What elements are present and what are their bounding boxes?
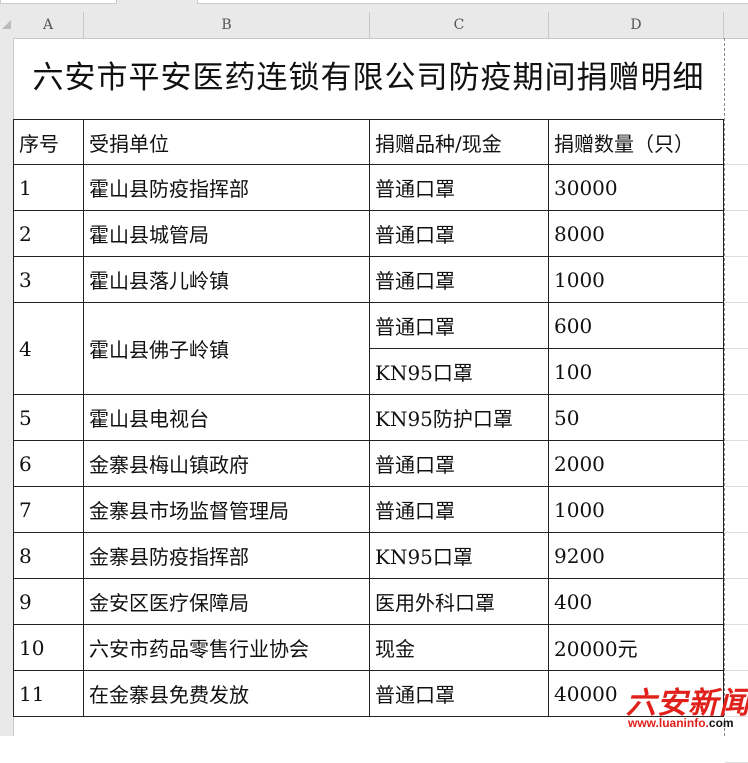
cell-item[interactable]: 医用外科口罩 bbox=[370, 579, 549, 625]
gridline bbox=[725, 256, 748, 257]
gridline bbox=[725, 716, 748, 717]
column-header-bar: A B C D bbox=[0, 0, 748, 39]
gridline bbox=[725, 670, 748, 671]
column-header-a[interactable]: A bbox=[13, 12, 84, 38]
cell-qty[interactable]: 30000 bbox=[549, 165, 724, 211]
cell-item[interactable]: KN95口罩 bbox=[370, 533, 549, 579]
cell-unit[interactable]: 金寨县梅山镇政府 bbox=[84, 441, 370, 487]
cell-unit[interactable]: 霍山县防疫指挥部 bbox=[84, 165, 370, 211]
cell-item[interactable]: 现金 bbox=[370, 625, 549, 671]
cell-unit[interactable]: 金寨县市场监督管理局 bbox=[84, 487, 370, 533]
gridline bbox=[725, 578, 748, 579]
cell-item[interactable]: KN95防护口罩 bbox=[370, 395, 549, 441]
cell-qty[interactable]: 8000 bbox=[549, 211, 724, 257]
cell-index[interactable]: 4 bbox=[13, 303, 84, 395]
sheet-title[interactable]: 六安市平安医药连锁有限公司防疫期间捐赠明细 bbox=[32, 60, 705, 96]
cell-unit[interactable]: 金安区医疗保障局 bbox=[84, 579, 370, 625]
cell-index[interactable]: 3 bbox=[13, 257, 84, 303]
cell-index[interactable]: 1 bbox=[13, 165, 84, 211]
cell-qty[interactable]: 400 bbox=[549, 579, 724, 625]
page-break-line bbox=[724, 38, 725, 736]
formula-bar[interactable] bbox=[197, 0, 748, 4]
column-header-d[interactable]: D bbox=[549, 12, 724, 38]
cell-item[interactable]: 普通口罩 bbox=[370, 165, 549, 211]
cell-item[interactable]: 普通口罩 bbox=[370, 257, 549, 303]
cell-item[interactable]: KN95口罩 bbox=[370, 349, 549, 395]
gridline bbox=[725, 624, 748, 625]
cell-qty[interactable]: 2000 bbox=[549, 441, 724, 487]
cell-qty[interactable]: 9200 bbox=[549, 533, 724, 579]
watermark-logo: 六安新闻网 bbox=[626, 686, 748, 721]
watermark-url-red: www.luaninfo. bbox=[628, 716, 709, 730]
cell-unit[interactable]: 六安市药品零售行业协会 bbox=[84, 625, 370, 671]
gridline bbox=[725, 348, 748, 349]
gridline bbox=[725, 164, 748, 165]
cell-item[interactable]: 普通口罩 bbox=[370, 211, 549, 257]
gridline bbox=[725, 532, 748, 533]
cell-qty[interactable]: 1000 bbox=[549, 257, 724, 303]
gridline bbox=[725, 394, 748, 395]
item-header[interactable]: 捐赠品种/现金 bbox=[370, 119, 549, 165]
cell-unit[interactable]: 霍山县电视台 bbox=[84, 395, 370, 441]
cell-qty[interactable]: 40000 bbox=[549, 671, 724, 717]
cell-item[interactable]: 普通口罩 bbox=[370, 671, 549, 717]
sheet-tab[interactable] bbox=[0, 0, 117, 4]
gridline bbox=[725, 302, 748, 303]
cell-qty[interactable]: 20000元 bbox=[549, 625, 724, 671]
column-header-b[interactable]: B bbox=[84, 12, 370, 38]
column-header-c[interactable]: C bbox=[370, 12, 549, 38]
row-header-bar bbox=[0, 38, 14, 736]
cell-index[interactable]: 2 bbox=[13, 211, 84, 257]
cell-index[interactable]: 8 bbox=[13, 533, 84, 579]
cell-index[interactable]: 7 bbox=[13, 487, 84, 533]
cell-index[interactable]: 9 bbox=[13, 579, 84, 625]
gridline bbox=[725, 210, 748, 211]
cell-index[interactable]: 5 bbox=[13, 395, 84, 441]
cell-unit[interactable]: 霍山县落儿岭镇 bbox=[84, 257, 370, 303]
qty-header[interactable]: 捐赠数量（只） bbox=[549, 119, 724, 165]
gridline bbox=[725, 440, 748, 441]
watermark-url: www.luaninfo.com bbox=[628, 716, 734, 730]
cell-item[interactable]: 普通口罩 bbox=[370, 303, 549, 349]
cell-unit[interactable]: 霍山县城管局 bbox=[84, 211, 370, 257]
cell-unit[interactable]: 霍山县佛子岭镇 bbox=[84, 303, 370, 395]
cell-index[interactable]: 10 bbox=[13, 625, 84, 671]
cell-item[interactable]: 普通口罩 bbox=[370, 441, 549, 487]
cell-index[interactable]: 11 bbox=[13, 671, 84, 717]
cell-qty[interactable]: 1000 bbox=[549, 487, 724, 533]
cell-qty[interactable]: 50 bbox=[549, 395, 724, 441]
gridline bbox=[725, 486, 748, 487]
cell-unit[interactable]: 金寨县防疫指挥部 bbox=[84, 533, 370, 579]
cell-qty[interactable]: 600 bbox=[549, 303, 724, 349]
watermark-url-black: com bbox=[708, 716, 734, 730]
cell-item[interactable]: 普通口罩 bbox=[370, 487, 549, 533]
cell-qty[interactable]: 100 bbox=[549, 349, 724, 395]
index-header[interactable]: 序号 bbox=[13, 119, 84, 165]
select-all-corner[interactable] bbox=[2, 20, 11, 29]
unit-header[interactable]: 受捐单位 bbox=[84, 119, 370, 165]
cell-index[interactable]: 6 bbox=[13, 441, 84, 487]
cell-unit[interactable]: 在金寨县免费发放 bbox=[84, 671, 370, 717]
